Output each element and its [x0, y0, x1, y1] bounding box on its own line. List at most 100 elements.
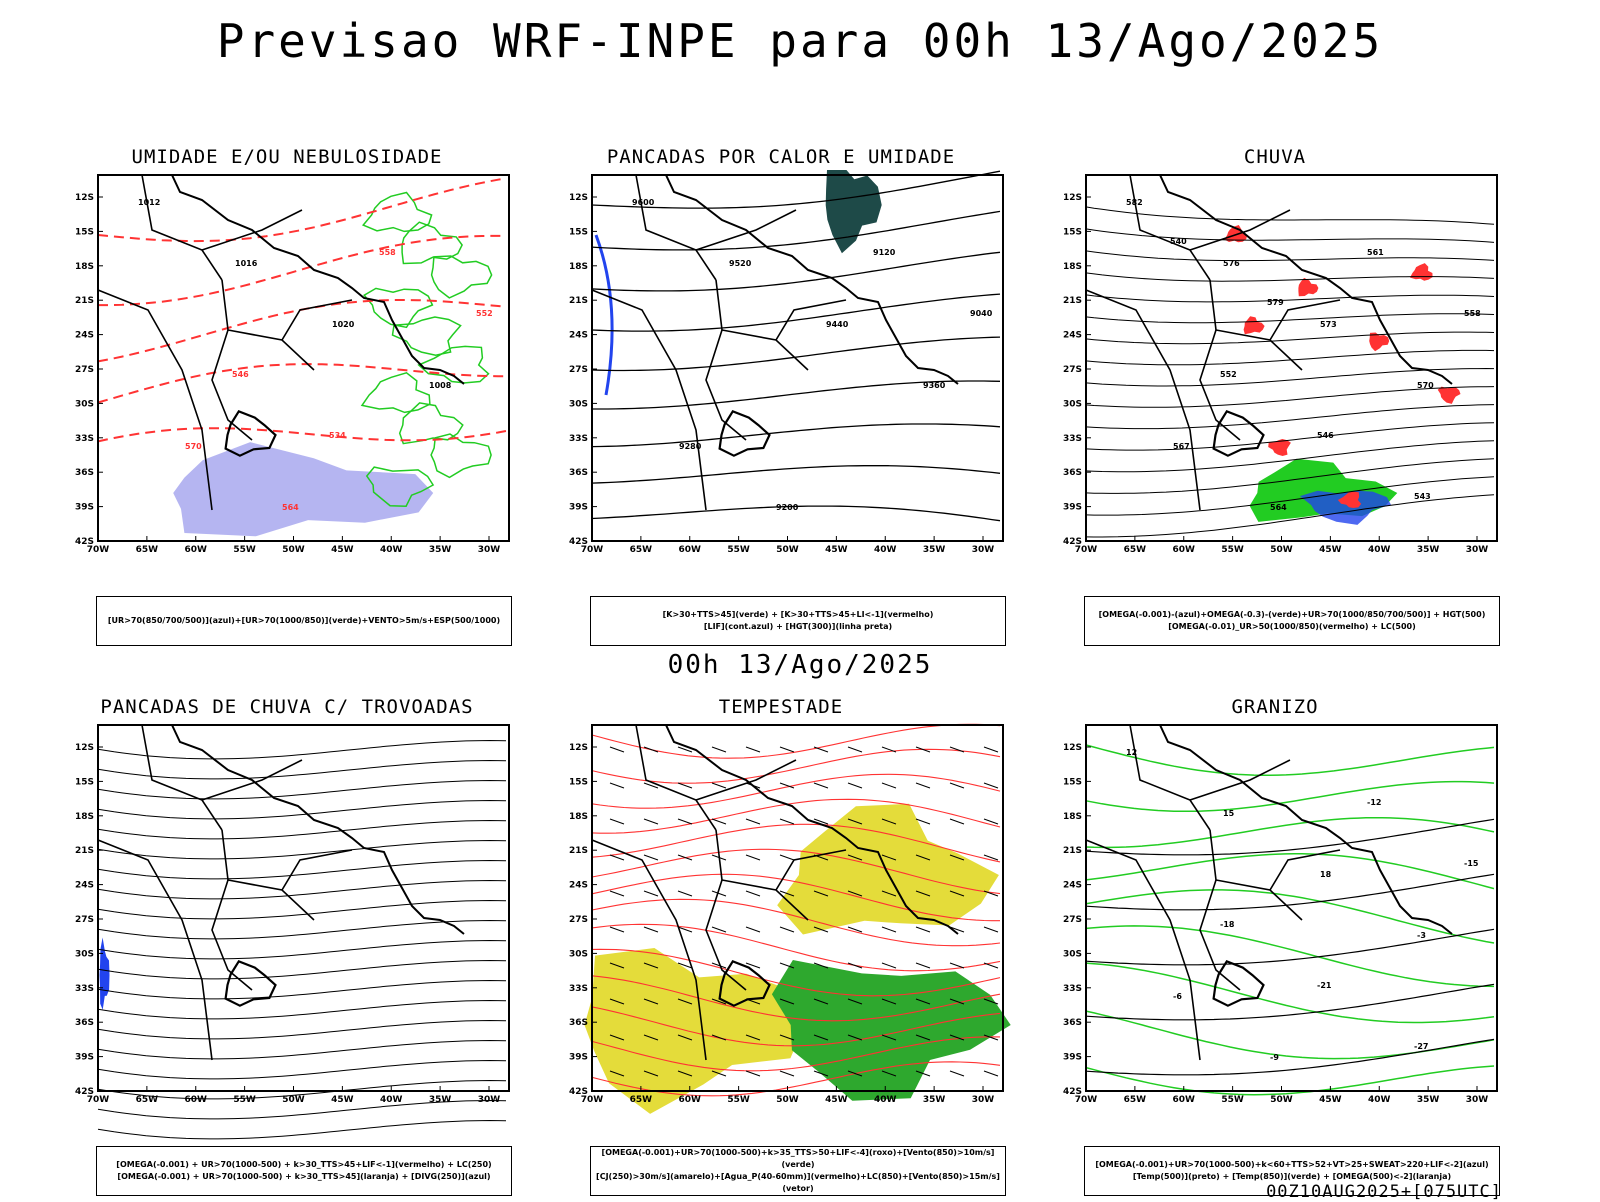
border-line: [705, 879, 747, 991]
lon-tick-label: 70W: [87, 545, 110, 555]
contour-value-label: 9040: [970, 309, 993, 318]
contour-value-label: 561: [1367, 248, 1384, 257]
panel-title: GRANIZO: [1231, 696, 1319, 718]
streamline: [591, 723, 1001, 759]
border-line: [97, 289, 213, 511]
streamline: [97, 1079, 507, 1100]
wind-vector: [609, 818, 625, 825]
height-contour: [592, 380, 1001, 410]
page-title: Previsao WRF-INPE para 00h 13/Ago/2025: [216, 14, 1384, 68]
height-contour: [591, 170, 1001, 209]
legend-line: [CJ(250)>30m/s](amarelo)+[Agua_P(40-60mm…: [596, 1172, 1000, 1193]
wind-vector: [609, 962, 625, 969]
streamline: [1085, 422, 1495, 451]
streamline: [97, 1019, 507, 1040]
panel-chuva: CHUVA 12S 15S 18S 21S 24S 27S 30S 33S 36S 39S 42S 7…: [1040, 146, 1510, 646]
map-background: [1086, 725, 1497, 1091]
humidity-contour: [430, 433, 492, 479]
wind-vector: [779, 890, 795, 897]
coastline: [592, 724, 959, 935]
height-contour: [591, 423, 1001, 448]
lat-tick-label: 36S: [75, 468, 94, 478]
wind-vector: [915, 746, 931, 753]
streamline: [591, 748, 1001, 784]
contour-value-label: 18: [1320, 870, 1332, 879]
lat-tick-label: 42S: [569, 537, 588, 547]
overlay-layer: [1085, 206, 1495, 538]
lon-tick-label: 45W: [1319, 545, 1342, 555]
wind-vector: [983, 998, 999, 1005]
lon-tick-label: 60W: [1173, 1095, 1196, 1105]
wind-vector: [881, 854, 897, 861]
lon-tick-label: 55W: [233, 1095, 256, 1105]
wind-vector: [847, 998, 863, 1005]
wind-vector: [643, 1034, 659, 1041]
streamline: [591, 1036, 1001, 1072]
contour-value-label: 9600: [632, 198, 655, 207]
border-line: [695, 209, 797, 251]
border-line: [281, 849, 353, 891]
lat-tick-label: 42S: [75, 1087, 94, 1097]
lon-tick-label: 45W: [331, 545, 354, 555]
country-borders: [591, 724, 847, 1061]
wind-vector: [983, 818, 999, 825]
wind-vector: [915, 890, 931, 897]
wind-vector: [949, 746, 965, 753]
contour-value-label: 558: [379, 248, 396, 257]
border-line: [1189, 759, 1291, 801]
wind-vector: [711, 926, 727, 933]
wind-vector: [881, 890, 897, 897]
wind-vector: [813, 926, 829, 933]
contour-value-label: 9520: [729, 259, 752, 268]
lon-tick-label: 40W: [874, 1095, 897, 1105]
lat-tick-label: 30S: [569, 399, 588, 409]
lat-tick-label: 39S: [569, 503, 588, 513]
run-timestamp: 00Z10AUG2025+[075UTC]: [1266, 1182, 1502, 1202]
uruguay-outline: [718, 959, 771, 1007]
lat-tick-label: 12S: [1063, 743, 1082, 753]
wind-vector: [813, 1034, 829, 1041]
lon-tick-label: 30W: [1466, 545, 1489, 555]
lat-tick-label: 24S: [75, 331, 94, 341]
overlay-layer: [97, 177, 507, 537]
temp850-contour: [1085, 925, 1495, 988]
thickness-contour: [98, 234, 507, 307]
panel-pancadas-calor: PANCADAS POR CALOR E UMIDADE 12S 15S 18S 21…: [546, 146, 1016, 646]
lon-tick-label: 35W: [429, 545, 452, 555]
streamline: [97, 999, 507, 1020]
wind-vector: [745, 746, 761, 753]
border-line: [775, 849, 847, 891]
wind-vector: [915, 998, 931, 1005]
panel-tempestade: TEMPESTADE 12S 15S 18S 21S 24S 27S 30S 33S 36S 39…: [546, 696, 1016, 1196]
humidity-area: [173, 442, 434, 537]
lon-tick-label: 40W: [1368, 545, 1391, 555]
border-line: [221, 279, 315, 371]
wind-vector: [847, 854, 863, 861]
border-line: [221, 829, 315, 921]
panel-title: PANCADAS POR CALOR E UMIDADE: [606, 146, 956, 168]
lon-tick-label: 50W: [282, 1095, 305, 1105]
panel-legend: [OMEGA(-0.001) + UR>70(1000-500) + k>30_…: [96, 1146, 512, 1196]
lat-tick-label: 21S: [75, 846, 94, 856]
rain-area: [1337, 491, 1362, 508]
lat-tick-label: 39S: [75, 1053, 94, 1063]
streamline: [97, 939, 507, 960]
height-contour: [591, 251, 1001, 292]
uruguay-outline: [1212, 409, 1265, 457]
wind-vector: [949, 818, 965, 825]
wind-vector: [711, 818, 727, 825]
wind-vector: [779, 1070, 795, 1077]
wind-vector: [813, 998, 829, 1005]
lat-tick-label: 36S: [1063, 1018, 1082, 1028]
height-contour: [591, 210, 1001, 251]
wind-vector: [609, 998, 625, 1005]
wind-vector: [609, 926, 625, 933]
lon-tick-label: 40W: [874, 545, 897, 555]
panel-trovoadas: PANCADAS DE CHUVA C/ TROVOADAS 12S 15S 18S…: [52, 696, 522, 1196]
wind-vector: [949, 998, 965, 1005]
border-line: [141, 174, 223, 281]
contour-value-label: 567: [1173, 442, 1190, 451]
lat-tick-label: 27S: [1063, 915, 1082, 925]
border-line: [1189, 209, 1291, 251]
lon-tick-label: 35W: [1417, 1095, 1440, 1105]
